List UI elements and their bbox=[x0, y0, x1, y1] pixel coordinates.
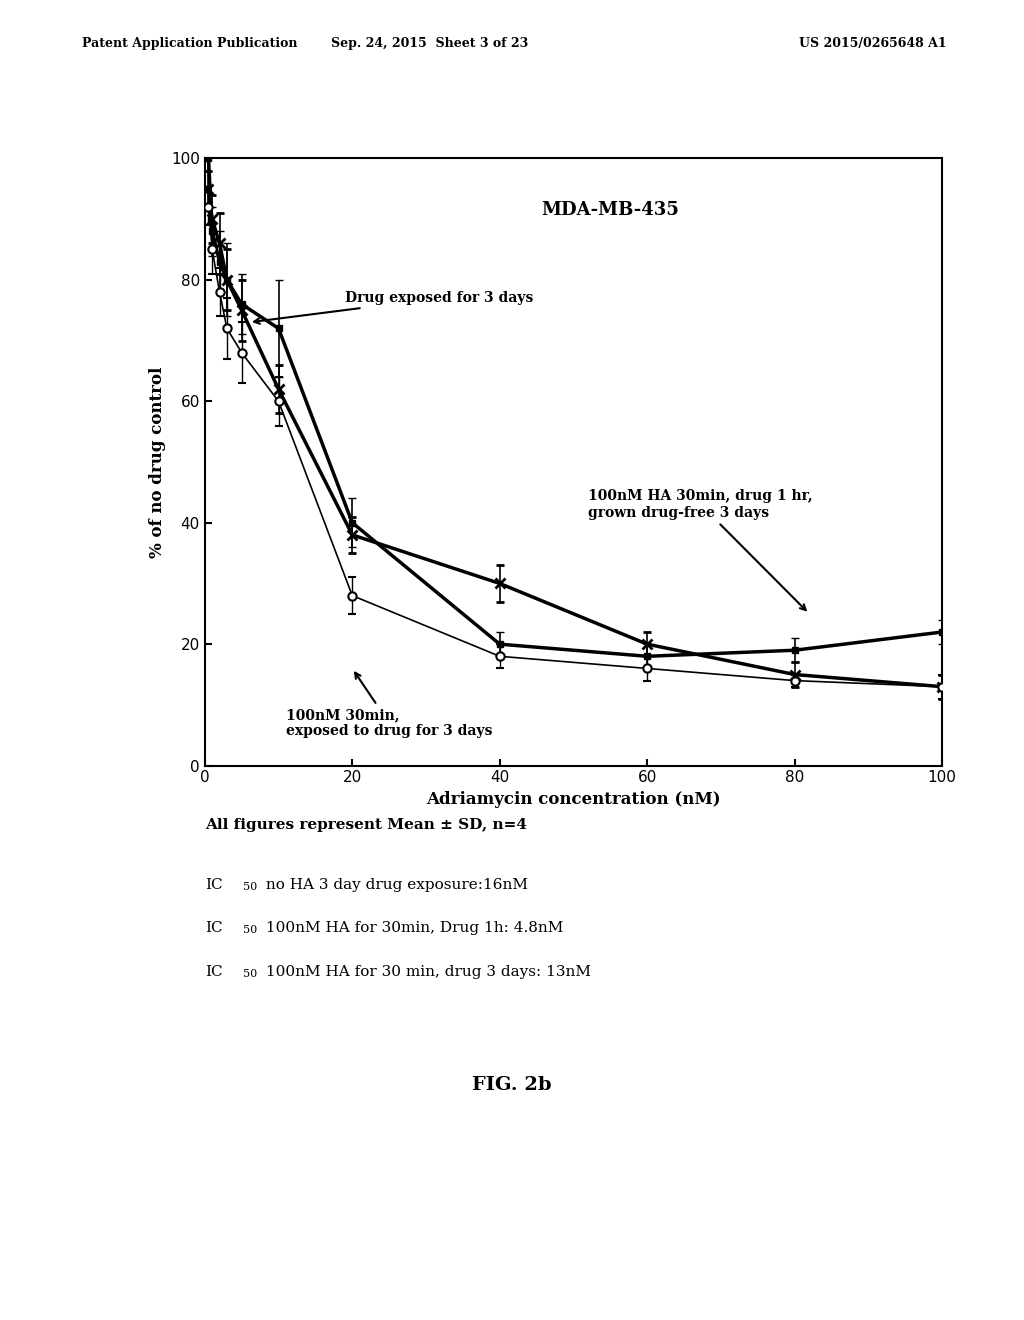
Text: 50: 50 bbox=[243, 925, 257, 936]
Text: Drug exposed for 3 days: Drug exposed for 3 days bbox=[254, 290, 534, 323]
Text: 100nM HA for 30 min, drug 3 days: 13nM: 100nM HA for 30 min, drug 3 days: 13nM bbox=[261, 965, 591, 979]
Text: Patent Application Publication: Patent Application Publication bbox=[82, 37, 297, 50]
Text: All figures represent Mean ± SD, n=4: All figures represent Mean ± SD, n=4 bbox=[205, 818, 526, 833]
Text: Sep. 24, 2015  Sheet 3 of 23: Sep. 24, 2015 Sheet 3 of 23 bbox=[332, 37, 528, 50]
Text: IC: IC bbox=[205, 878, 222, 892]
Text: 50: 50 bbox=[243, 969, 257, 979]
X-axis label: Adriamycin concentration (nM): Adriamycin concentration (nM) bbox=[426, 791, 721, 808]
Text: IC: IC bbox=[205, 921, 222, 936]
Y-axis label: % of no drug control: % of no drug control bbox=[148, 367, 166, 557]
Text: 50: 50 bbox=[243, 882, 257, 892]
Text: 100nM HA for 30min, Drug 1h: 4.8nM: 100nM HA for 30min, Drug 1h: 4.8nM bbox=[261, 921, 563, 936]
Text: IC: IC bbox=[205, 965, 222, 979]
Text: MDA-MB-435: MDA-MB-435 bbox=[542, 201, 679, 219]
Text: no HA 3 day drug exposure:16nM: no HA 3 day drug exposure:16nM bbox=[261, 878, 528, 892]
Text: FIG. 2b: FIG. 2b bbox=[472, 1076, 552, 1094]
Text: 100nM 30min,
exposed to drug for 3 days: 100nM 30min, exposed to drug for 3 days bbox=[286, 673, 493, 738]
Text: 100nM HA 30min, drug 1 hr,
grown drug-free 3 days: 100nM HA 30min, drug 1 hr, grown drug-fr… bbox=[588, 490, 813, 610]
Text: US 2015/0265648 A1: US 2015/0265648 A1 bbox=[799, 37, 946, 50]
